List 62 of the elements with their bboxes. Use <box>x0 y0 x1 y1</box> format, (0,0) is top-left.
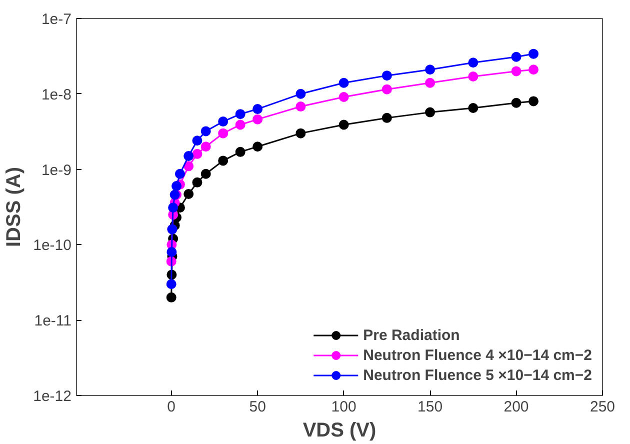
point <box>511 52 522 62</box>
point <box>252 104 263 114</box>
point <box>338 120 349 130</box>
point <box>184 161 194 172</box>
point <box>200 126 211 136</box>
point <box>166 279 176 290</box>
point <box>425 64 436 75</box>
point <box>235 120 246 130</box>
point <box>192 148 202 159</box>
x-tick-label: 150 <box>418 398 443 416</box>
point <box>200 168 211 179</box>
point <box>468 58 478 68</box>
point <box>166 292 176 302</box>
point <box>218 116 228 127</box>
point <box>425 107 436 118</box>
point <box>296 128 306 138</box>
legend-label: Neutron Fluence 4 ×10−14 cm−2 <box>363 346 592 364</box>
y-axis-title: IDSS (A) <box>3 167 26 247</box>
point <box>200 142 211 152</box>
point <box>192 177 202 188</box>
y-tick-label: 1e-7 <box>41 11 72 28</box>
point <box>166 247 177 257</box>
point <box>468 103 478 113</box>
y-tick-label: 1e-10 <box>33 237 72 254</box>
point <box>338 92 349 102</box>
point <box>296 88 306 99</box>
x-tick-label: 100 <box>331 398 356 416</box>
point <box>235 146 246 157</box>
x-axis-title: VDS (V) <box>302 420 376 442</box>
legend-label: Neutron Fluence 5 ×10−14 cm−2 <box>363 366 592 384</box>
point <box>184 189 194 200</box>
point <box>338 78 349 88</box>
point <box>528 96 539 106</box>
y-tick-label: 1e-12 <box>33 388 72 405</box>
x-tick-label: 200 <box>504 398 529 416</box>
point <box>382 70 392 81</box>
point <box>382 112 392 123</box>
y-tick-label: 1e-8 <box>41 86 72 104</box>
point <box>528 48 539 59</box>
point <box>218 128 228 138</box>
point <box>235 109 246 120</box>
point <box>296 102 306 112</box>
x-tick-label: 0 <box>167 398 176 416</box>
point <box>174 168 185 179</box>
point <box>425 78 436 88</box>
legend-label: Pre Radiation <box>363 326 460 344</box>
point <box>172 181 182 192</box>
y-tick-label: 1e-9 <box>41 162 72 179</box>
point <box>252 142 263 152</box>
point <box>184 151 194 162</box>
point <box>252 114 263 124</box>
x-tick-label: 50 <box>249 398 266 416</box>
x-tick-label: 250 <box>590 398 616 416</box>
point <box>192 136 202 146</box>
point <box>528 64 539 75</box>
point <box>511 98 522 108</box>
point <box>382 84 392 94</box>
point <box>468 72 478 82</box>
point <box>168 202 178 213</box>
y-tick-label: 1e-11 <box>34 312 72 330</box>
point <box>218 156 228 166</box>
point <box>511 66 522 76</box>
